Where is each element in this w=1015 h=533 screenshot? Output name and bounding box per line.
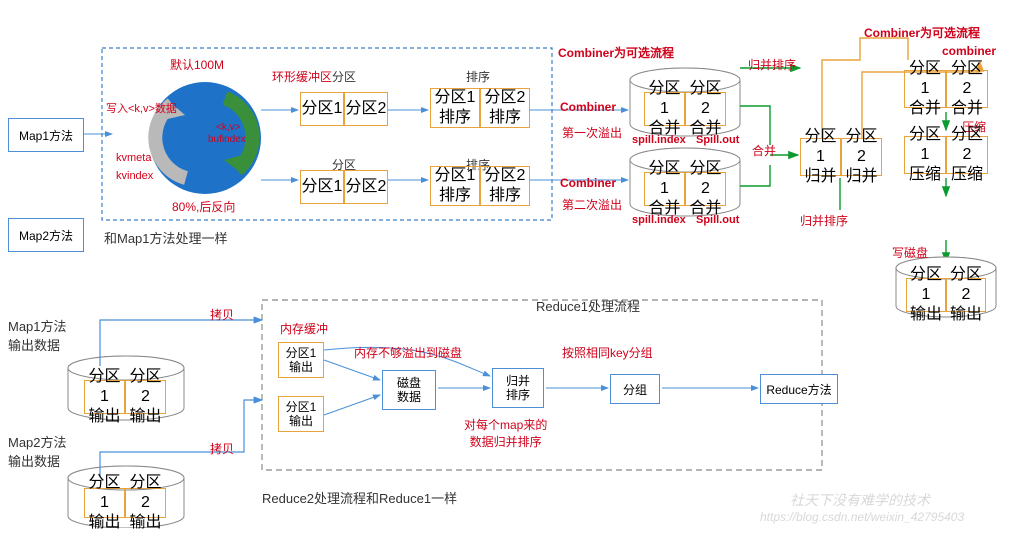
part2-cell: 分区2 (344, 170, 388, 204)
partition-pair-2: 分区1 分区2 (300, 170, 388, 204)
label-ringbuffer: 环形缓冲区 (272, 68, 332, 85)
label-bufindex: bufindex (208, 134, 246, 145)
label-kvindex: kvindex (116, 170, 153, 182)
watermark2: https://blog.csdn.net/weixin_42795403 (760, 510, 964, 524)
sortcell: 分区2排序 (480, 88, 530, 128)
label-spillout2: Spill.out (696, 214, 739, 226)
label-default100m: 默认100M (170, 56, 224, 73)
merge-pair: 分区1归并 分区2归并 (800, 138, 882, 176)
part1-out-1: 分区1输出 (278, 342, 324, 378)
label-combiner1: Combiner (560, 100, 616, 114)
label-spill1: 第一次溢出 (562, 124, 622, 141)
label-combiner2: Combiner (560, 176, 616, 190)
label-kv: <k,v> (216, 122, 240, 133)
part1-cell: 分区1 (300, 170, 344, 204)
sort-pair-1: 分区1排序 分区2排序 (430, 88, 530, 128)
sortcell: 分区1排序 (430, 88, 480, 128)
label-kvmeta: kvmeta (116, 152, 151, 164)
label-mergesort-bot: 归并排序 (800, 212, 848, 229)
arrow (324, 395, 380, 415)
part2-cell: 分区2 (344, 92, 388, 126)
m2out-pair: 分区1输出 分区2输出 (84, 488, 166, 518)
label-map2out: Map2方法 输出数据 (8, 432, 67, 470)
label-reverse80: 80%,后反向 (172, 198, 235, 215)
label-reduce1flow: Reduce1处理流程 (536, 296, 640, 315)
label-spillout1: Spill.out (696, 134, 739, 146)
map1-box: Map1方法 (8, 118, 84, 152)
watermark1: 社天下没有难学的技术 (790, 490, 930, 510)
sortcell: 分区1排序 (430, 166, 480, 206)
label-groupbykey: 按照相同key分组 (562, 344, 653, 361)
rc-output-pair: 分区1输出 分区2输出 (906, 278, 986, 312)
label-combiner-lc: combiner (942, 44, 996, 58)
mergesort-box: 归并 排序 (492, 368, 544, 408)
label-copy2: 拷贝 (210, 440, 234, 457)
diskdata-box: 磁盘 数据 (382, 370, 436, 410)
arrow (324, 360, 380, 380)
part1-cell: 分区1 (300, 92, 344, 126)
label-map1out: Map1方法 输出数据 (8, 316, 67, 354)
label-membuffer: 内存缓冲 (280, 320, 328, 337)
label-combiner-opt: Combiner为可选流程 (558, 44, 674, 61)
label-sort-top: 排序 (466, 68, 490, 85)
cyl2-pair: 分区1合并 分区2合并 (644, 172, 726, 206)
label-combiner-opt2: Combiner为可选流程 (864, 24, 980, 41)
label-spill2: 第二次溢出 (562, 196, 622, 213)
label-writekv: 写入<k,v>数据 (106, 100, 177, 116)
cyl1-pair: 分区1合并 分区2合并 (644, 92, 726, 126)
label-merge: 合并 (752, 142, 776, 159)
rc-merge-pair: 分区1合并 分区2合并 (904, 70, 988, 108)
sort-pair-2: 分区1排序 分区2排序 (430, 166, 530, 206)
label-same-as-map1: 和Map1方法处理一样 (104, 228, 228, 247)
arrow (740, 165, 770, 186)
sortcell: 分区2排序 (480, 166, 530, 206)
rc-compress-pair: 分区1压缩 分区2压缩 (904, 136, 988, 174)
label-reduce2same: Reduce2处理流程和Reduce1一样 (262, 488, 457, 507)
label-mergesort-top: 归并排序 (748, 56, 796, 73)
group-box: 分组 (610, 374, 660, 404)
map2-box: Map2方法 (8, 218, 84, 252)
label-spillindex1: spill.index (632, 134, 686, 146)
arrow (740, 106, 770, 145)
label-partition-top: 分区 (332, 68, 356, 85)
label-spillindex2: spill.index (632, 214, 686, 226)
label-memspill: 内存不够溢出到磁盘 (354, 344, 462, 361)
label-copy1: 拷贝 (210, 306, 234, 323)
label-writedisk: 写磁盘 (892, 244, 928, 261)
part1-out-2: 分区1输出 (278, 396, 324, 432)
combiner-path1 (822, 38, 908, 138)
reduce-method-box: Reduce方法 (760, 374, 838, 404)
label-permap: 对每个map来的 数据归并排序 (464, 416, 547, 450)
partition-pair-1: 分区1 分区2 (300, 92, 388, 126)
m1out-pair: 分区1输出 分区2输出 (84, 380, 166, 414)
